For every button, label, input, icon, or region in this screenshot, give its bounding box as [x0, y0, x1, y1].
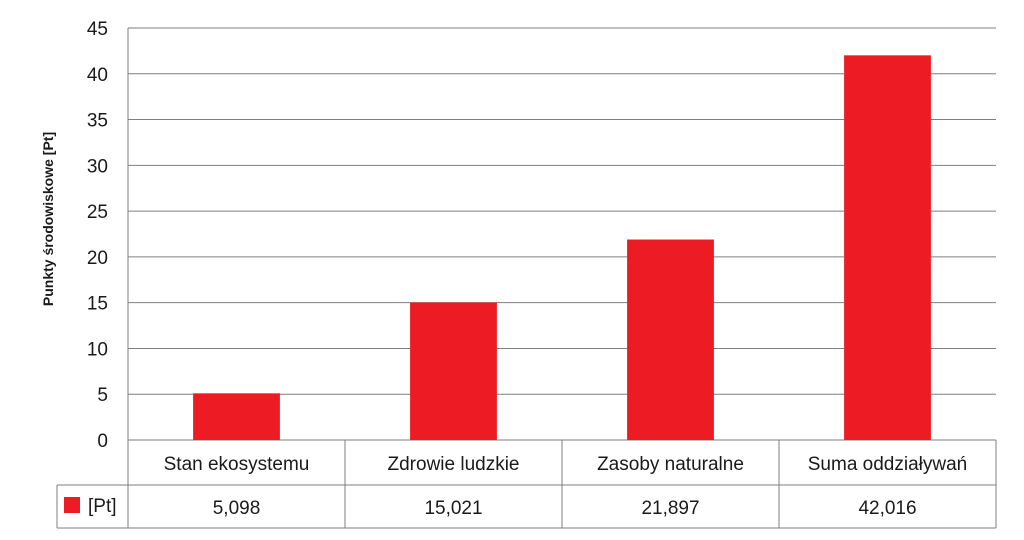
y-tick-label: 15: [87, 294, 108, 315]
y-axis-label: Punkty środowiskowe [Pt]: [40, 132, 56, 306]
bar-0: [193, 393, 280, 440]
bar-1: [410, 302, 497, 440]
legend-swatch: [64, 497, 80, 513]
y-tick-label: 20: [87, 248, 108, 269]
category-label: Stan ekosystemu: [164, 454, 310, 475]
y-tick-label: 25: [87, 202, 108, 223]
y-tick-label: 30: [87, 156, 108, 177]
bar-2: [627, 239, 714, 440]
data-value-label: 5,098: [213, 498, 261, 519]
y-tick-label: 40: [87, 65, 108, 86]
y-tick-label: 45: [87, 19, 108, 40]
category-label: Suma oddziaływań: [808, 454, 967, 475]
legend-label: [Pt]: [88, 496, 117, 517]
category-label: Zasoby naturalne: [597, 454, 744, 475]
data-value-label: 42,016: [858, 498, 916, 519]
y-tick-label: 10: [87, 339, 108, 360]
bar-3: [844, 55, 931, 440]
category-label: Zdrowie ludzkie: [388, 454, 520, 475]
y-axis-ticks: 0 5 10 15 20 25 30 35 40 45: [87, 19, 108, 452]
data-value-label: 21,897: [641, 498, 699, 519]
y-tick-label: 35: [87, 111, 108, 132]
data-value-label: 15,021: [424, 498, 482, 519]
data-table: Stan ekosystemu 5,098 Zdrowie ludzkie 15,02…: [56, 440, 997, 529]
y-tick-label: 0: [97, 431, 108, 452]
y-tick-label: 5: [97, 385, 108, 406]
bars: [193, 55, 931, 440]
